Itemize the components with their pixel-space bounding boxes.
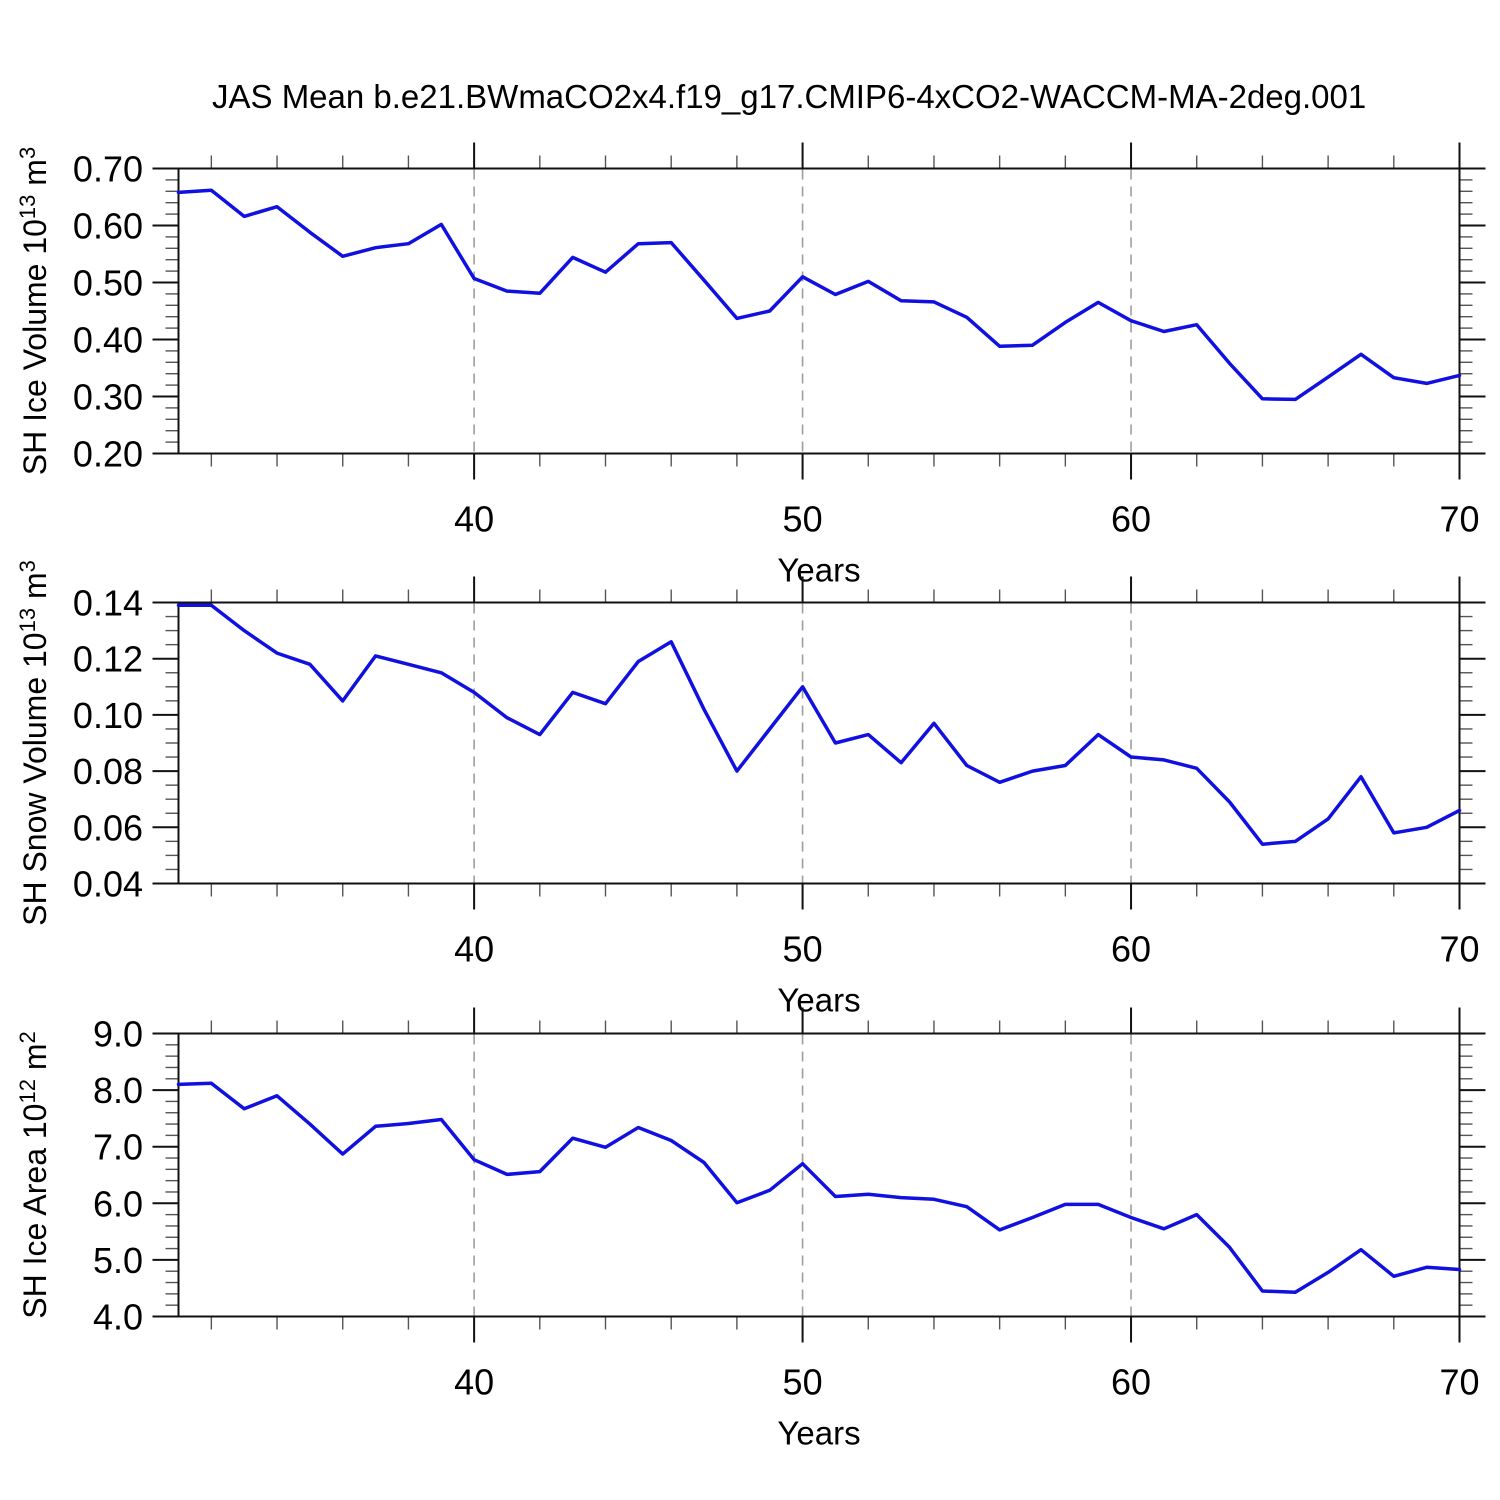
x-axis-title: Years: [777, 982, 860, 1019]
y-tick-label: 0.60: [73, 205, 143, 246]
plot-frame: [177, 167, 1461, 455]
panel-sh-ice-volume: 40 50 60 70 0.20 0.30 0.40 0.50 0.60 0.70 Years SH …: [15, 142, 1486, 589]
y-tick-label: 7.0: [93, 1127, 143, 1168]
x-tick-label: 50: [783, 1362, 823, 1403]
y-tick-label: 4.0: [93, 1296, 143, 1337]
x-axis-title: Years: [777, 1415, 860, 1452]
y-tick-label: 0.50: [73, 262, 143, 303]
panel-sh-ice-area: 40 50 60 70 4.0 5.0 6.0 7.0 8.0 9.0 Years SH Ice Ar…: [15, 1007, 1486, 1452]
y-tick-label: 0.30: [73, 376, 143, 417]
y-tick-label: 0.40: [73, 319, 143, 360]
x-tick-label: 50: [783, 499, 823, 540]
x-tick-label: 40: [454, 1362, 494, 1403]
plot-frame: [177, 1032, 1461, 1318]
x-tick-label: 70: [1439, 1362, 1479, 1403]
figure-title: JAS Mean b.e21.BWmaCO2x4.f19_g17.CMIP6-4…: [212, 78, 1367, 115]
y-tick-label: 0.08: [73, 751, 143, 792]
x-tick-label: 60: [1111, 929, 1151, 970]
y-tick-label: 0.04: [73, 863, 143, 904]
y-axis-title: SH Snow Volume 1013 m3: [15, 560, 53, 926]
series-sh-ice-area: [176, 1081, 1462, 1294]
x-tick-label: 70: [1439, 499, 1479, 540]
series-sh-ice-volume: [176, 188, 1462, 402]
plot-frame: [177, 601, 1461, 885]
x-tick-label: 70: [1439, 929, 1479, 970]
x-tick-label: 40: [454, 499, 494, 540]
y-axis-title: SH Ice Volume 1013 m3: [15, 147, 53, 475]
x-tick-label: 50: [783, 929, 823, 970]
y-tick-label: 9.0: [93, 1013, 143, 1054]
y-tick-label: 0.12: [73, 639, 143, 680]
x-axis-title: Years: [777, 552, 860, 589]
y-axis-title: SH Ice Area 1012 m2: [15, 1031, 53, 1319]
y-tick-label: 0.20: [73, 433, 143, 474]
y-tick-label: 5.0: [93, 1240, 143, 1281]
y-tick-label: 0.06: [73, 807, 143, 848]
y-tick-label: 0.10: [73, 695, 143, 736]
x-tick-label: 40: [454, 929, 494, 970]
panel-sh-snow-volume: 40 50 60 70 0.04 0.06 0.08 0.10 0.12 0.14 Years SH …: [15, 560, 1486, 1019]
y-tick-label: 8.0: [93, 1070, 143, 1111]
y-tick-label: 0.14: [73, 582, 143, 623]
series-sh-snow-volume: [176, 603, 1462, 846]
y-tick-label: 0.70: [73, 148, 143, 189]
x-tick-label: 60: [1111, 499, 1151, 540]
y-tick-label: 6.0: [93, 1183, 143, 1224]
x-tick-label: 60: [1111, 1362, 1151, 1403]
